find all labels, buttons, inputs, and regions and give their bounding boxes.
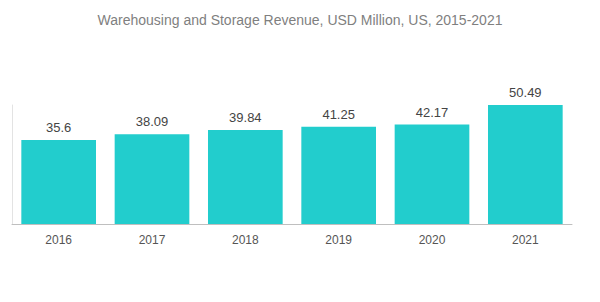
svg-text:2017: 2017 bbox=[139, 233, 166, 247]
svg-text:Warehousing and Storage Revenu: Warehousing and Storage Revenue, USD Mil… bbox=[98, 12, 503, 28]
svg-text:38.09: 38.09 bbox=[136, 114, 169, 129]
svg-text:35.6: 35.6 bbox=[46, 120, 71, 135]
svg-text:39.84: 39.84 bbox=[229, 110, 262, 125]
svg-text:2019: 2019 bbox=[325, 233, 352, 247]
svg-text:2021: 2021 bbox=[512, 233, 539, 247]
svg-text:2018: 2018 bbox=[232, 233, 259, 247]
svg-text:42.17: 42.17 bbox=[416, 105, 449, 120]
svg-text:50.49: 50.49 bbox=[509, 85, 542, 100]
svg-text:41.25: 41.25 bbox=[322, 107, 355, 122]
svg-text:2020: 2020 bbox=[419, 233, 446, 247]
svg-text:2016: 2016 bbox=[45, 233, 72, 247]
